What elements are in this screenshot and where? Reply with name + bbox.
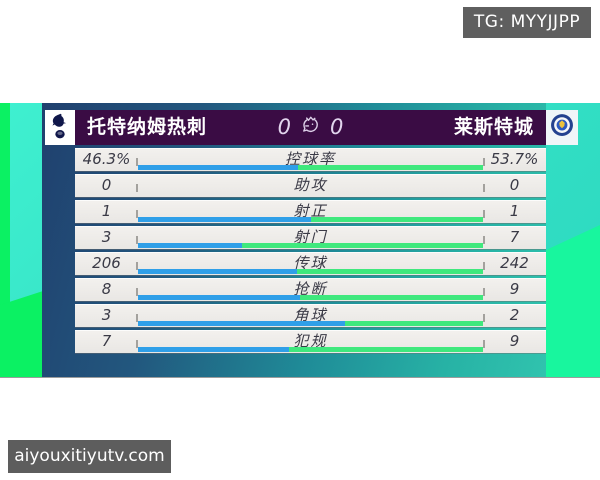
stat-label: 抢断 bbox=[293, 280, 328, 298]
stat-label: 传球 bbox=[293, 254, 328, 272]
stat-home-value: 8 bbox=[101, 280, 112, 298]
stat-bar-track bbox=[138, 321, 483, 326]
away-team-name: 莱斯特城 bbox=[453, 116, 534, 138]
stats-row: 206 传球 242 bbox=[75, 252, 546, 275]
stats-row: 0 助攻 0 bbox=[75, 174, 546, 197]
stat-away-value: 2 bbox=[509, 306, 520, 324]
premier-league-lion-icon bbox=[300, 114, 321, 141]
stat-away-value: 7 bbox=[509, 228, 520, 246]
stat-label: 射门 bbox=[293, 228, 328, 246]
stat-bar-away bbox=[300, 295, 483, 300]
stat-label: 控球率 bbox=[284, 150, 336, 168]
stats-row: 1 射正 1 bbox=[75, 200, 546, 223]
bar-right-tick bbox=[483, 340, 485, 348]
stats-row: 3 角球 2 bbox=[75, 304, 546, 327]
stat-home-value: 46.3% bbox=[82, 150, 131, 168]
away-score: 0 bbox=[330, 115, 344, 139]
stats-row: 3 射门 7 bbox=[75, 226, 546, 249]
stat-label: 犯规 bbox=[293, 332, 328, 350]
match-stats-video-frame: 托特纳姆热刺 0 0 莱斯特城 bbox=[0, 103, 600, 378]
bar-left-tick bbox=[136, 236, 138, 244]
stats-row: 46.3% 控球率 53.7% bbox=[75, 148, 546, 171]
stat-bar-track bbox=[138, 191, 483, 196]
stat-bar-home bbox=[138, 243, 242, 248]
bar-left-tick bbox=[136, 210, 138, 218]
stat-bar-home bbox=[138, 165, 298, 170]
stat-away-value: 1 bbox=[509, 202, 520, 220]
stat-bar-home bbox=[138, 347, 290, 352]
stat-bar-home bbox=[138, 295, 301, 300]
stat-label: 助攻 bbox=[293, 176, 328, 194]
bar-right-tick bbox=[483, 262, 485, 270]
bar-right-tick bbox=[483, 158, 485, 166]
stat-home-value: 1 bbox=[101, 202, 112, 220]
stat-home-value: 206 bbox=[92, 254, 121, 272]
site-watermark: aiyouxitiyutv.com bbox=[8, 440, 171, 473]
scoreboard-header: 托特纳姆热刺 0 0 莱斯特城 bbox=[75, 110, 546, 145]
stat-bar-home bbox=[138, 217, 311, 222]
bar-right-tick bbox=[483, 288, 485, 296]
score-display: 0 0 bbox=[278, 110, 344, 145]
bar-right-tick bbox=[483, 184, 485, 192]
home-team-crest bbox=[45, 110, 75, 145]
stat-bar-track bbox=[138, 347, 483, 352]
bar-left-tick bbox=[136, 184, 138, 192]
stat-bar-track bbox=[138, 295, 483, 300]
home-team-name: 托特纳姆热刺 bbox=[87, 116, 208, 138]
background-mint-bottom-right bbox=[546, 225, 600, 377]
stat-bar-home bbox=[138, 321, 345, 326]
home-score: 0 bbox=[277, 115, 291, 139]
stat-away-value: 242 bbox=[500, 254, 529, 272]
stat-home-value: 3 bbox=[101, 306, 112, 324]
stat-away-value: 9 bbox=[509, 332, 520, 350]
bar-right-tick bbox=[483, 210, 485, 218]
stat-home-value: 3 bbox=[101, 228, 112, 246]
stat-label: 射正 bbox=[293, 202, 328, 220]
background-green-bottom-left bbox=[0, 291, 43, 377]
stat-bar-away bbox=[289, 347, 483, 352]
bar-left-tick bbox=[136, 288, 138, 296]
bar-right-tick bbox=[483, 314, 485, 322]
stat-bar-away bbox=[297, 165, 483, 170]
stat-home-value: 7 bbox=[101, 332, 112, 350]
background-green-stripe bbox=[0, 103, 10, 377]
bar-left-tick bbox=[136, 340, 138, 348]
telegram-watermark-badge: TG: MYYJJPP bbox=[463, 7, 591, 38]
stat-bar-track bbox=[138, 217, 483, 222]
bar-right-tick bbox=[483, 236, 485, 244]
stat-away-value: 53.7% bbox=[490, 150, 539, 168]
stats-row: 7 犯规 9 bbox=[75, 330, 546, 353]
tottenham-crest-icon bbox=[47, 110, 73, 145]
bar-left-tick bbox=[136, 314, 138, 322]
leicester-crest-icon bbox=[548, 110, 576, 145]
stats-row: 8 抢断 9 bbox=[75, 278, 546, 301]
stat-bar-track bbox=[138, 165, 483, 170]
stat-bar-away bbox=[310, 217, 483, 222]
stat-bar-track bbox=[138, 269, 483, 274]
stat-home-value: 0 bbox=[101, 176, 112, 194]
away-team-crest bbox=[546, 110, 578, 145]
stat-label: 角球 bbox=[293, 306, 328, 324]
bar-left-tick bbox=[136, 158, 138, 166]
stat-bar-away bbox=[345, 321, 483, 326]
stat-bar-away bbox=[241, 243, 483, 248]
bar-left-tick bbox=[136, 262, 138, 270]
stat-bar-track bbox=[138, 243, 483, 248]
stat-away-value: 9 bbox=[509, 280, 520, 298]
stat-away-value: 0 bbox=[509, 176, 520, 194]
stats-table: 46.3% 控球率 53.7% 0 助攻 0 1 射正 1 3 射门 bbox=[75, 148, 546, 356]
stat-bar-home bbox=[138, 269, 297, 274]
stat-bar-away bbox=[296, 269, 483, 274]
